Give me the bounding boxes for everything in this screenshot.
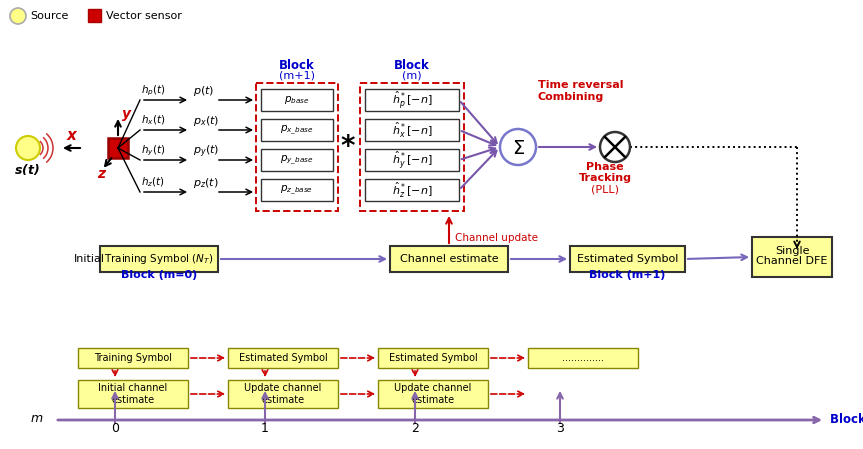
Text: Block: Block bbox=[279, 59, 315, 72]
Text: $p_{z\_base}$: $p_{z\_base}$ bbox=[280, 183, 313, 197]
FancyBboxPatch shape bbox=[752, 237, 832, 277]
Text: $\bfit{s}$($\bfit{t}$): $\bfit{s}$($\bfit{t}$) bbox=[14, 162, 40, 177]
FancyBboxPatch shape bbox=[78, 380, 188, 408]
Text: Combining: Combining bbox=[538, 92, 604, 102]
Text: Vector sensor: Vector sensor bbox=[106, 11, 182, 21]
Text: Channel estimate: Channel estimate bbox=[400, 254, 498, 264]
FancyBboxPatch shape bbox=[365, 119, 459, 141]
Text: $\Sigma$: $\Sigma$ bbox=[512, 138, 525, 158]
Text: Time reversal: Time reversal bbox=[538, 80, 623, 90]
Text: Block: Block bbox=[394, 59, 430, 72]
Text: (m): (m) bbox=[402, 71, 422, 81]
Circle shape bbox=[16, 136, 40, 160]
Text: Update channel
estimate: Update channel estimate bbox=[244, 383, 322, 405]
Text: Training Symbol ($N_T$): Training Symbol ($N_T$) bbox=[104, 252, 214, 266]
Text: Update channel
estimate: Update channel estimate bbox=[394, 383, 472, 405]
FancyBboxPatch shape bbox=[261, 119, 333, 141]
FancyBboxPatch shape bbox=[228, 380, 338, 408]
Text: $p_x(t)$: $p_x(t)$ bbox=[193, 114, 219, 128]
FancyBboxPatch shape bbox=[88, 9, 101, 22]
Circle shape bbox=[600, 132, 630, 162]
Text: $\bfit{y}$: $\bfit{y}$ bbox=[121, 108, 133, 123]
Text: Training Symbol: Training Symbol bbox=[94, 353, 172, 363]
Text: $p_{base}$: $p_{base}$ bbox=[284, 94, 310, 106]
Text: Tracking: Tracking bbox=[578, 173, 632, 183]
Text: $p_{x\_base}$: $p_{x\_base}$ bbox=[280, 123, 314, 136]
Text: Block (time): Block (time) bbox=[830, 414, 863, 427]
Text: Channel update: Channel update bbox=[455, 233, 538, 243]
Text: (PLL): (PLL) bbox=[591, 184, 619, 194]
Text: Block (m=0): Block (m=0) bbox=[121, 270, 197, 280]
Text: $\hat{h}^*_y[-n]$: $\hat{h}^*_y[-n]$ bbox=[392, 149, 432, 171]
FancyBboxPatch shape bbox=[390, 246, 508, 272]
Text: 3: 3 bbox=[556, 422, 564, 435]
Text: Single: Single bbox=[775, 246, 809, 256]
FancyBboxPatch shape bbox=[261, 179, 333, 201]
FancyBboxPatch shape bbox=[570, 246, 685, 272]
Text: *: * bbox=[341, 133, 356, 161]
Text: $h_y(t)$: $h_y(t)$ bbox=[141, 143, 166, 158]
FancyBboxPatch shape bbox=[228, 348, 338, 368]
Text: Phase: Phase bbox=[586, 162, 624, 172]
Text: Estimated Symbol: Estimated Symbol bbox=[388, 353, 477, 363]
FancyBboxPatch shape bbox=[261, 89, 333, 111]
Text: $p_{y\_base}$: $p_{y\_base}$ bbox=[280, 154, 314, 167]
Text: Source: Source bbox=[30, 11, 68, 21]
Text: $h_p(t)$: $h_p(t)$ bbox=[141, 84, 166, 98]
Text: $p_z(t)$: $p_z(t)$ bbox=[193, 176, 218, 190]
Text: $\bfit{z}$: $\bfit{z}$ bbox=[97, 167, 107, 181]
Circle shape bbox=[10, 8, 26, 24]
FancyBboxPatch shape bbox=[365, 179, 459, 201]
FancyBboxPatch shape bbox=[378, 380, 488, 408]
FancyBboxPatch shape bbox=[365, 89, 459, 111]
FancyBboxPatch shape bbox=[365, 149, 459, 171]
Text: ..............: .............. bbox=[562, 353, 604, 363]
FancyBboxPatch shape bbox=[360, 83, 464, 211]
Text: $\bfit{x}$: $\bfit{x}$ bbox=[66, 128, 79, 143]
FancyBboxPatch shape bbox=[78, 348, 188, 368]
Text: $\hat{h}^*_x[-n]$: $\hat{h}^*_x[-n]$ bbox=[392, 120, 432, 140]
Text: $\hat{h}^*_p[-n]$: $\hat{h}^*_p[-n]$ bbox=[392, 89, 432, 111]
Text: Estimated Symbol: Estimated Symbol bbox=[239, 353, 327, 363]
FancyBboxPatch shape bbox=[378, 348, 488, 368]
Text: $h_z(t)$: $h_z(t)$ bbox=[141, 175, 165, 189]
Text: $h_x(t)$: $h_x(t)$ bbox=[141, 113, 166, 127]
FancyBboxPatch shape bbox=[100, 246, 218, 272]
FancyBboxPatch shape bbox=[528, 348, 638, 368]
Text: $p_y(t)$: $p_y(t)$ bbox=[193, 143, 219, 160]
Text: Channel DFE: Channel DFE bbox=[756, 256, 828, 266]
Text: $\hat{h}^*_z[-n]$: $\hat{h}^*_z[-n]$ bbox=[392, 180, 432, 200]
Text: m: m bbox=[31, 412, 43, 425]
Text: 0: 0 bbox=[111, 422, 119, 435]
FancyBboxPatch shape bbox=[108, 138, 128, 158]
Text: $p(t)$: $p(t)$ bbox=[193, 84, 214, 98]
Text: 2: 2 bbox=[411, 422, 419, 435]
FancyBboxPatch shape bbox=[261, 149, 333, 171]
Text: Initial channel
estimate: Initial channel estimate bbox=[98, 383, 167, 405]
Text: Block (m+1): Block (m+1) bbox=[589, 270, 665, 280]
FancyBboxPatch shape bbox=[256, 83, 338, 211]
Circle shape bbox=[500, 129, 536, 165]
Text: (m+1): (m+1) bbox=[279, 71, 315, 81]
Text: 1: 1 bbox=[261, 422, 269, 435]
Text: Initial: Initial bbox=[74, 254, 105, 264]
Text: Estimated Symbol: Estimated Symbol bbox=[576, 254, 678, 264]
